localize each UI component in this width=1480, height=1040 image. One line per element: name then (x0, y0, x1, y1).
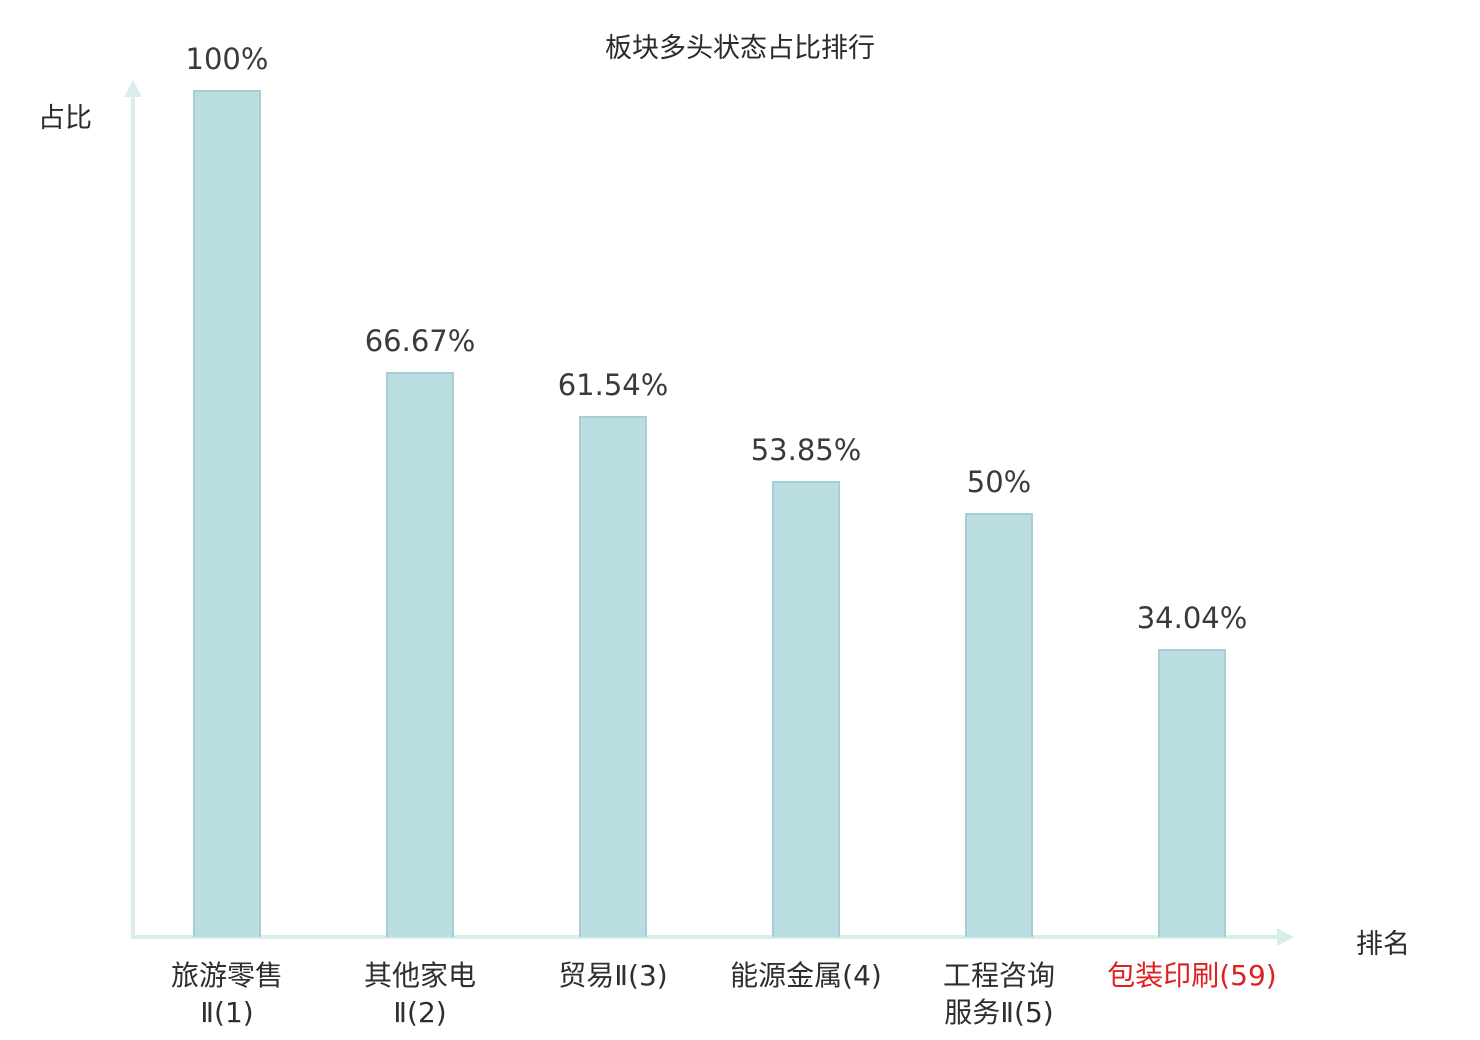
bar-value-label-3: 53.85% (750, 433, 862, 467)
bar-2 (579, 416, 647, 937)
bar-value-label-2: 61.54% (557, 368, 669, 402)
y-axis-line (131, 96, 135, 937)
bar-5 (1158, 649, 1226, 937)
category-label-2: 贸易Ⅱ(3) (558, 959, 668, 992)
bar-value-label-0: 100% (185, 42, 269, 76)
bar-4 (965, 513, 1033, 937)
x-axis-line (131, 935, 1279, 939)
category-label-1: 其他家电 Ⅱ(2) (363, 959, 476, 1029)
category-label-3: 能源金属(4) (730, 959, 882, 992)
category-label-4: 工程咨询 服务Ⅱ(5) (942, 959, 1055, 1029)
bar-value-label-5: 34.04% (1136, 601, 1248, 635)
bar-1 (386, 372, 454, 937)
bar-value-label-1: 66.67% (364, 324, 476, 358)
chart-title: 板块多头状态占比排行 (605, 33, 875, 64)
y-axis-label: 占比 (38, 103, 92, 134)
bar-value-label-4: 50% (966, 465, 1032, 499)
category-label-5: 包装印刷(59) (1107, 959, 1277, 992)
bar-0 (193, 90, 261, 937)
category-label-0: 旅游零售 Ⅱ(1) (170, 959, 283, 1029)
y-axis-arrow-icon (124, 80, 142, 97)
bar-3 (772, 481, 840, 937)
x-axis-arrow-icon (1277, 928, 1294, 946)
x-axis-label: 排名 (1356, 929, 1410, 960)
